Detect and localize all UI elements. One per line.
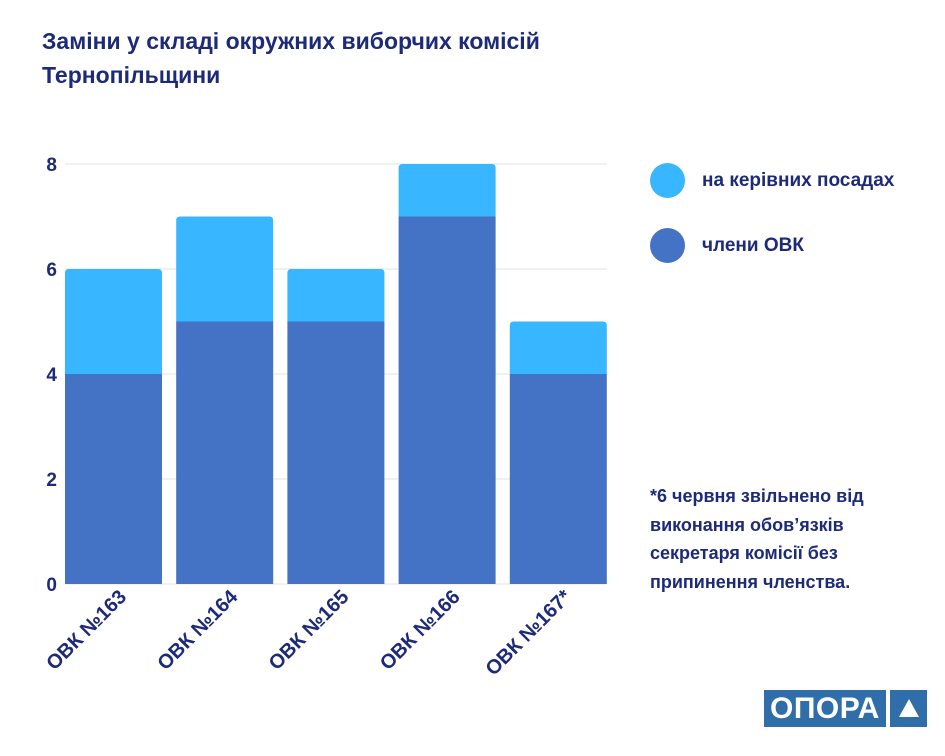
y-tick-label: 0 <box>46 575 57 596</box>
legend-label: члени ОВК <box>702 234 804 256</box>
x-tick-label: ОВК №163 <box>42 586 131 675</box>
bar-segment <box>287 321 385 584</box>
x-tick-label: ОВК №167* <box>482 586 576 680</box>
legend-item-members: члени ОВК <box>650 228 804 263</box>
bar-segment <box>398 164 496 217</box>
bar-segment <box>176 321 274 584</box>
chart-title: Заміни у складі окружних виборчих комісі… <box>42 24 540 92</box>
legend-swatch-leadership <box>650 163 685 198</box>
bar-segment <box>65 269 162 374</box>
bar-segment <box>509 374 607 584</box>
x-tick-label: ОВК №164 <box>154 585 243 674</box>
bar-segment <box>509 321 607 374</box>
title-line-1: Заміни у складі окружних виборчих комісі… <box>42 28 540 54</box>
legend-swatch-members <box>650 228 685 263</box>
y-tick-label: 2 <box>46 470 57 491</box>
bar-segment <box>176 216 274 322</box>
x-tick-label: ОВК №166 <box>376 586 465 675</box>
logo-text: ОПОРА <box>764 690 886 727</box>
legend-label: на керівних посадах <box>702 169 895 191</box>
footnote: *6 червня звільнено від виконання обов’я… <box>650 486 864 592</box>
legend-item-leadership: на керівних посадах <box>650 163 894 198</box>
y-tick-label: 8 <box>46 155 57 176</box>
x-tick-label: ОВК №165 <box>265 586 354 675</box>
title-line-2: Тернопільщини <box>42 62 221 88</box>
logo-triangle-icon <box>889 690 927 727</box>
y-tick-label: 6 <box>46 260 57 281</box>
bar-segment <box>398 216 496 584</box>
y-tick-label: 4 <box>46 365 57 386</box>
bar-segment <box>287 269 385 322</box>
opora-logo: ОПОРА <box>764 690 927 727</box>
bar-segment <box>65 374 162 584</box>
